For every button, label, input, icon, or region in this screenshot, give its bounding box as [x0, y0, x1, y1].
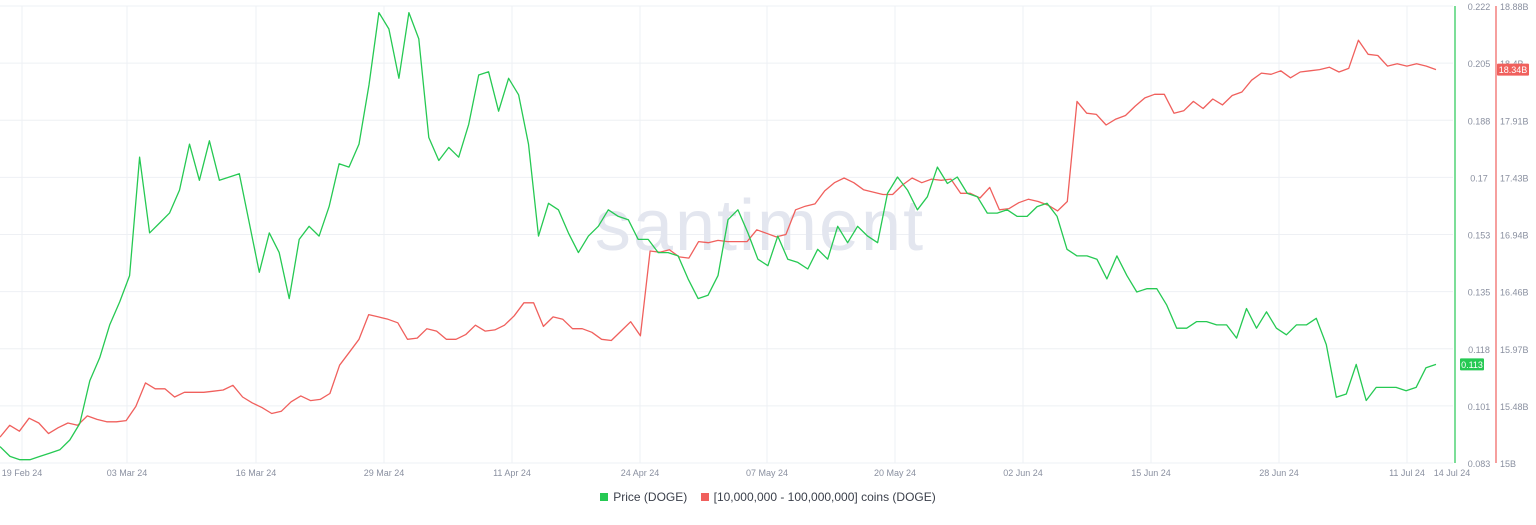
y-left-tick-label: 0.083 [1468, 459, 1491, 469]
y-left-tick-label: 0.205 [1468, 59, 1491, 69]
y-right-tick-label: 15B [1500, 459, 1516, 469]
legend-item-price[interactable]: Price (DOGE) [600, 490, 687, 504]
value-labels: 0.113 18.34B [1460, 63, 1529, 371]
x-tick-label: 28 Jun 24 [1259, 468, 1299, 478]
x-tick-label: 16 Mar 24 [236, 468, 277, 478]
y-right-tick-label: 17.91B [1500, 116, 1529, 126]
x-tick-label: 20 May 24 [874, 468, 916, 478]
x-tick-label: 11 Jul 24 [1389, 468, 1425, 478]
x-tick-label: 02 Jun 24 [1003, 468, 1043, 478]
series-line-holders [0, 39, 1437, 438]
x-tick-label: 24 Apr 24 [621, 468, 660, 478]
y-left-tick-label: 0.188 [1468, 116, 1491, 126]
x-tick-label: 15 Jun 24 [1131, 468, 1171, 478]
x-tick-label: 19 Feb 24 [2, 468, 43, 478]
y-left-tick-label: 0.153 [1468, 231, 1491, 241]
y-right-tick-label: 18.88B [1500, 2, 1529, 12]
price-last-value-label-bg [1460, 358, 1484, 371]
x-tick-label: 03 Mar 24 [107, 468, 148, 478]
y-right-tick-label: 17.43B [1500, 173, 1529, 183]
x-tick-label: 29 Mar 24 [364, 468, 405, 478]
y-left-tick-label: 0.135 [1468, 288, 1491, 298]
legend-label-price: Price (DOGE) [613, 490, 688, 504]
x-tick-label: 11 Apr 24 [493, 468, 531, 478]
y-right-tick-label: 16.94B [1500, 231, 1529, 241]
legend-item-holders[interactable]: [10,000,000 - 100,000,000] coins (DOGE) [700, 490, 936, 504]
legend-swatch-price [600, 493, 609, 501]
y-right-tick-label: 15.48B [1500, 402, 1529, 412]
y-left-tick-label: 0.101 [1468, 402, 1491, 412]
series-line-price [0, 11, 1437, 461]
y-left-tick-label: 0.118 [1468, 345, 1490, 355]
holders-last-value-label-bg [1497, 63, 1529, 76]
grid [0, 5, 1453, 464]
legend-swatch-holders [700, 493, 709, 501]
y-left-tick-label: 0.222 [1468, 2, 1491, 12]
legend: Price (DOGE) [10,000,000 - 100,000,000] … [0, 490, 1536, 504]
x-tick-label: 14 Jul 24 [1434, 468, 1471, 478]
y-left-tick-label: 0.17 [1470, 173, 1488, 183]
watermark: santiment [595, 186, 925, 266]
series-layer [0, 11, 1437, 461]
legend-label-holders: [10,000,000 - 100,000,000] coins (DOGE) [713, 490, 936, 504]
y-right-tick-label: 16.46B [1500, 288, 1529, 298]
axes: 0.22218.88B0.20518.4B0.18817.91B0.1717.4… [2, 2, 1529, 478]
holders-last-value-label: 18.34B [1499, 65, 1528, 75]
y-right-tick-label: 15.97B [1500, 345, 1529, 355]
x-tick-label: 07 May 24 [746, 468, 788, 478]
price-last-value-label: 0.113 [1461, 360, 1483, 370]
